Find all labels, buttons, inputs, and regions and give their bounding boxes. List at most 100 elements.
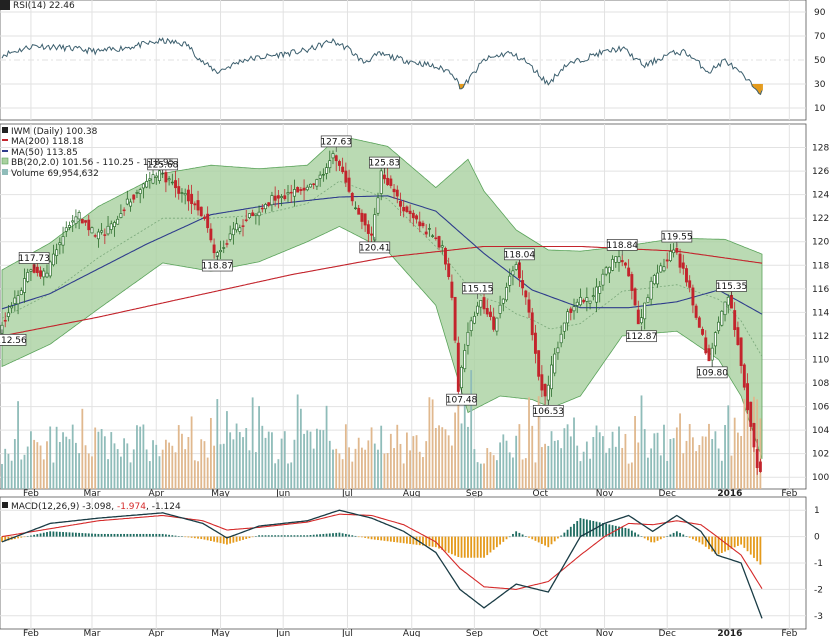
macd-histogram-bar	[309, 535, 312, 537]
macd-histogram-bar	[377, 536, 379, 541]
candle-body	[485, 308, 489, 315]
macd-histogram-bar	[81, 533, 84, 537]
candle-body	[13, 297, 17, 304]
volume-bar	[505, 440, 508, 489]
macd-histogram-bar	[582, 518, 585, 537]
candle-body	[106, 225, 110, 235]
annotation-label: 125.68	[147, 160, 179, 170]
volume-bar	[489, 452, 492, 489]
macd-histogram-bar	[113, 533, 116, 537]
candle-body	[482, 297, 486, 310]
month-label: Jun	[275, 489, 290, 499]
candle-body	[3, 319, 7, 322]
candle-body	[749, 401, 753, 427]
macd-histogram-bar	[560, 535, 563, 537]
macd-tick-label: -1	[814, 559, 823, 569]
annotation-label: 127.63	[320, 137, 352, 147]
macd-histogram-bar	[534, 536, 537, 541]
macd-histogram-bar	[463, 536, 466, 558]
macd-histogram-bar	[441, 536, 444, 550]
macd-histogram-bar	[659, 536, 662, 540]
candle-body	[206, 213, 210, 229]
macd-histogram-bar	[328, 533, 331, 537]
volume-bar	[251, 397, 254, 489]
macd-histogram-bar	[383, 536, 386, 541]
macd-histogram-bar	[20, 536, 23, 538]
candle-body	[752, 423, 756, 448]
macd-histogram-bar	[171, 535, 174, 537]
annotation-box	[532, 404, 564, 417]
macd-histogram-bar	[743, 536, 746, 548]
candle-body	[453, 296, 457, 341]
macd-histogram-bar	[71, 532, 74, 537]
candle-body	[119, 213, 123, 218]
volume-bar	[553, 440, 556, 489]
candle-body	[607, 266, 611, 274]
volume-bar	[515, 435, 518, 489]
macd-histogram-bar	[30, 535, 32, 537]
candle-body	[235, 223, 239, 231]
macd-histogram-bar	[412, 536, 415, 545]
macd-histogram-bar	[65, 532, 68, 537]
macd-histogram-bar	[341, 533, 344, 537]
volume-bar	[84, 445, 87, 489]
candle-body	[135, 192, 139, 194]
volume-bar	[42, 459, 45, 489]
macd-histogram-bar	[704, 536, 707, 547]
macd-histogram-bar	[759, 536, 762, 565]
legend-ma50: MA(50) 113.85	[11, 148, 78, 158]
macd-histogram-bar	[608, 524, 611, 537]
volume-bar	[640, 395, 643, 489]
price-annotation: 112.56	[0, 329, 27, 346]
candle-body	[6, 312, 10, 317]
volume-bar	[68, 439, 71, 489]
macd-histogram-bar	[431, 536, 434, 547]
rsi-oversold-fill	[757, 84, 760, 94]
candle-body	[370, 233, 374, 236]
candle-body	[501, 298, 505, 304]
volume-bar	[643, 429, 646, 489]
volume-bar	[322, 430, 325, 489]
volume-bar	[682, 453, 685, 489]
volume-bar	[611, 431, 614, 489]
macd-histogram-bar	[242, 536, 244, 540]
volume-bar	[338, 453, 341, 489]
candle-body	[302, 187, 306, 191]
annotation-box	[369, 156, 400, 169]
volume-bar	[325, 405, 328, 489]
volume-bar	[585, 441, 588, 489]
volume-bar	[103, 436, 106, 489]
macd-histogram-bar	[505, 536, 508, 540]
macd-histogram-bar	[647, 536, 649, 541]
rsi-tick-label: 30	[814, 80, 826, 90]
candle-body	[511, 270, 515, 276]
volume-bar	[618, 426, 620, 489]
candle-body	[19, 290, 23, 295]
macd-histogram-bar	[68, 532, 71, 537]
macd-histogram-bar	[168, 534, 171, 537]
candle-body	[643, 302, 647, 320]
volume-bar	[78, 453, 81, 489]
candle-body	[720, 310, 724, 326]
candle-body	[125, 198, 129, 205]
candle-body	[68, 225, 71, 228]
volume-bar	[544, 443, 546, 489]
candle-body	[717, 321, 721, 332]
macd-histogram-bar	[753, 536, 755, 558]
candle-body	[755, 449, 759, 468]
candle-body	[244, 219, 248, 221]
candle-body	[546, 384, 550, 401]
candle-body	[164, 172, 168, 183]
candle-body	[257, 211, 261, 217]
macd-histogram-bar	[438, 536, 440, 549]
volume-bar	[479, 463, 482, 489]
candle-body	[251, 212, 255, 217]
candle-body	[736, 327, 740, 346]
macd-histogram-bar	[287, 535, 289, 537]
candle-body	[39, 270, 43, 277]
macd-histogram-bar	[756, 536, 759, 562]
volume-bar	[537, 396, 540, 489]
price-annotation: 109.80	[696, 361, 728, 378]
candle-body	[299, 189, 303, 191]
macd-histogram-bar	[730, 536, 733, 549]
